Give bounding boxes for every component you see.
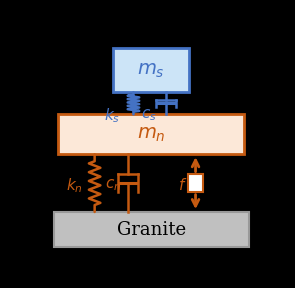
Text: $m_s$: $m_s$ — [137, 60, 165, 79]
FancyBboxPatch shape — [114, 48, 189, 92]
Text: $f$: $f$ — [178, 177, 187, 193]
Text: $k_n$: $k_n$ — [66, 176, 83, 195]
Text: Granite: Granite — [117, 221, 186, 239]
Text: $k_s$: $k_s$ — [104, 106, 120, 125]
FancyBboxPatch shape — [54, 212, 249, 247]
FancyBboxPatch shape — [189, 175, 203, 192]
Text: $c_s$: $c_s$ — [141, 108, 157, 123]
Text: $c_n$: $c_n$ — [105, 177, 122, 193]
Text: $m_n$: $m_n$ — [137, 125, 165, 144]
FancyBboxPatch shape — [58, 114, 244, 154]
